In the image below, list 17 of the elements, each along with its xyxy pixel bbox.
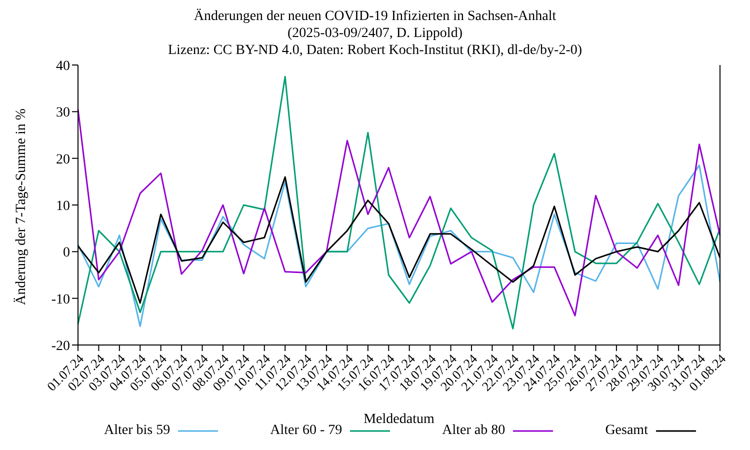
y-tick-label: -10 [51, 292, 70, 308]
y-tick-label: 40 [56, 58, 70, 74]
line-series [77, 108, 721, 316]
chart-title: Änderungen der neuen COVID-19 Infizierten in Sachsen-Anhalt (2025-03-09/2407, D. Lippold) Lizenz: CC BY-ND 4.0, Daten: Robert Koch-Institut (RKI), dl-de/by-2-0) [166, 8, 584, 59]
x-axis-title: Meldedatum [364, 412, 434, 427]
legend-label: Gesamt [605, 423, 648, 439]
line-series [77, 76, 721, 330]
y-tick-label: 0 [63, 246, 70, 261]
y-tick-label: 30 [56, 106, 70, 121]
legend-label: Alter 60 - 79 [270, 423, 342, 439]
y-tick-label: 10 [56, 198, 70, 214]
line-series [77, 164, 721, 328]
y-axis-title: Änderung der 7-Tage-Summe in % [12, 108, 29, 305]
y-tick-label: -20 [51, 338, 70, 354]
legend-label: Alter ab 80 [442, 423, 506, 439]
y-tick-label: 20 [56, 152, 70, 168]
legend-label: Alter bis 59 [104, 423, 170, 439]
